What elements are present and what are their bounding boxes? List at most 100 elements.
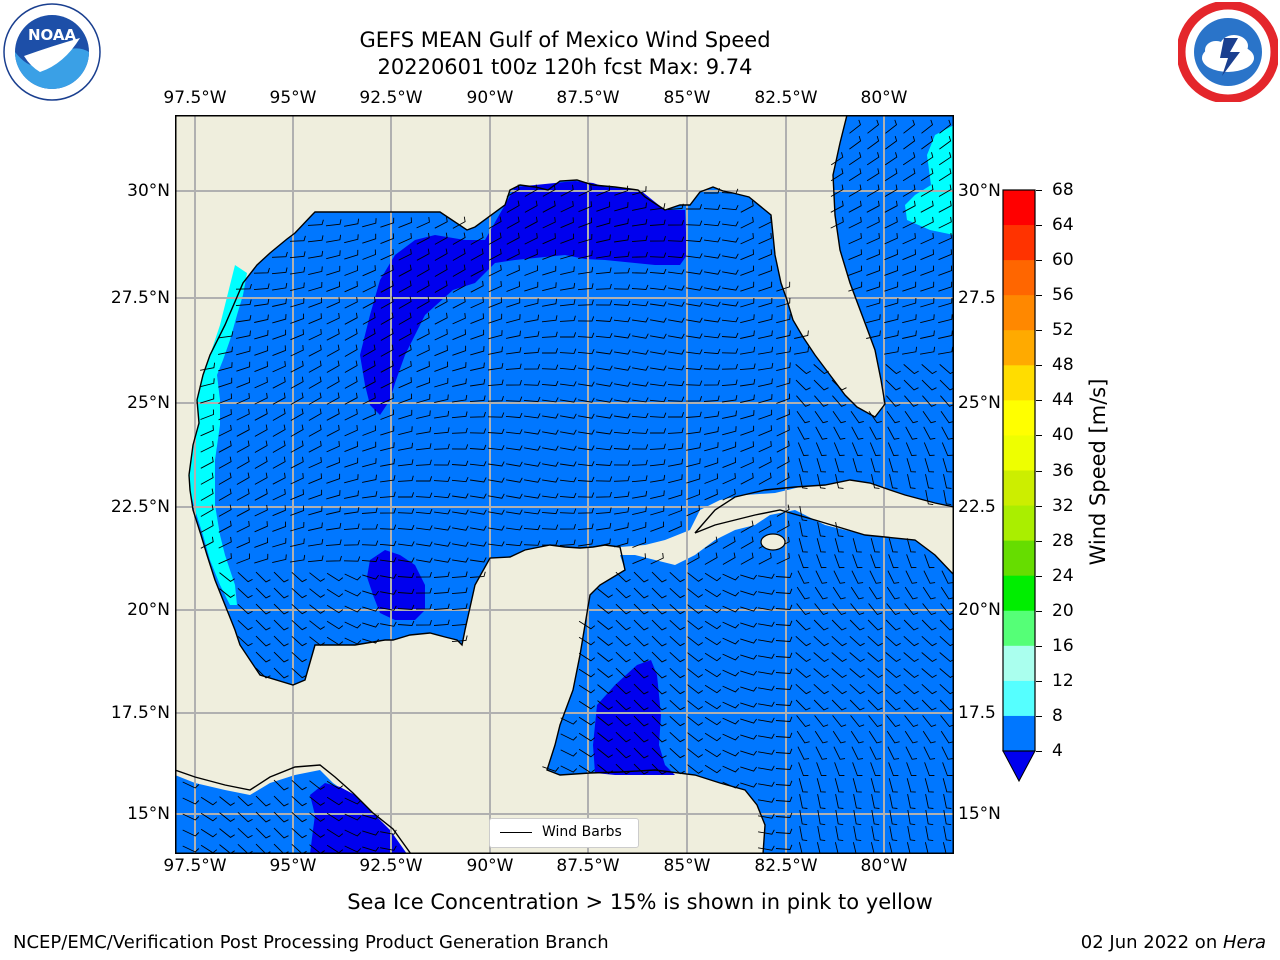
wind-barb xyxy=(542,461,559,467)
wind-barb xyxy=(834,554,845,569)
wind-barb xyxy=(631,475,648,483)
wind-barb xyxy=(740,536,754,549)
wind-barb xyxy=(906,762,917,777)
wind-barb xyxy=(542,445,559,451)
wind-barb xyxy=(938,249,952,261)
wind-barb xyxy=(633,699,649,711)
wind-barb xyxy=(938,216,952,229)
wind-barb xyxy=(524,429,541,435)
wind-barb xyxy=(687,748,703,758)
wind-barb xyxy=(832,395,847,407)
wind-barb xyxy=(903,635,919,647)
wind-barb xyxy=(290,489,304,501)
wind-barb xyxy=(704,411,720,419)
wind-barb xyxy=(614,413,631,419)
wind-barb xyxy=(451,411,468,419)
wind-barb xyxy=(775,620,793,626)
wind-barb xyxy=(938,184,952,197)
colorbar-tick xyxy=(1036,540,1042,542)
wind-barb xyxy=(686,427,702,435)
wind-barb xyxy=(884,346,900,355)
wind-barb xyxy=(595,283,612,290)
wind-barb xyxy=(722,589,740,597)
wind-barb xyxy=(758,441,772,453)
wind-barb xyxy=(380,425,395,436)
wind-barb xyxy=(236,472,250,485)
wind-barb xyxy=(272,537,287,548)
wind-barb xyxy=(922,395,937,407)
wind-barb xyxy=(344,296,358,309)
wind-barb xyxy=(434,248,448,261)
wind-barb xyxy=(722,685,740,693)
wind-barb xyxy=(888,778,898,793)
wind-barb xyxy=(796,395,811,407)
wind-barb xyxy=(798,778,808,793)
wind-barb xyxy=(434,410,450,419)
lat-tick-right: 20°N xyxy=(958,600,1001,620)
wind-barb xyxy=(633,635,649,647)
wind-barb xyxy=(362,344,376,357)
wind-barb xyxy=(889,810,898,826)
wind-barb xyxy=(867,119,880,134)
wind-barb xyxy=(905,426,918,440)
moderate-speed-region-east xyxy=(905,125,954,235)
wind-barb xyxy=(290,408,304,421)
wind-barb xyxy=(740,622,757,628)
wind-barb xyxy=(397,620,415,626)
wind-barb xyxy=(506,525,523,531)
wind-barb xyxy=(577,316,595,322)
wind-barb xyxy=(920,330,935,339)
wind-barb xyxy=(758,265,773,276)
wind-barb xyxy=(416,296,430,309)
wind-barb xyxy=(776,377,791,388)
wind-barb xyxy=(885,135,898,150)
wind-barb xyxy=(236,440,250,453)
wind-barb xyxy=(903,364,919,375)
wind-barb xyxy=(182,781,200,789)
wind-barb xyxy=(506,445,523,451)
wind-barb xyxy=(722,269,739,275)
wind-barb xyxy=(524,477,541,483)
wind-barb xyxy=(870,458,881,473)
colorbar-tick-label: 56 xyxy=(1052,285,1074,306)
wind-barb xyxy=(871,826,880,842)
wind-barb xyxy=(434,280,448,293)
wind-barb xyxy=(595,300,613,306)
wind-barb xyxy=(398,426,413,436)
wind-barb xyxy=(524,281,539,292)
wind-barb xyxy=(505,363,522,370)
wind-barb xyxy=(776,281,791,292)
wind-barb xyxy=(470,264,484,277)
lon-tick-top: 80°W xyxy=(860,88,908,108)
wind-barb xyxy=(943,810,952,826)
wind-barb xyxy=(272,408,286,421)
lat-tick-left: 30°N xyxy=(127,181,170,201)
wind-barb xyxy=(200,796,218,806)
wind-barb xyxy=(631,459,648,466)
colorbar-tick xyxy=(1036,505,1042,507)
wind-barb xyxy=(380,589,397,595)
wind-barb xyxy=(595,460,613,466)
wind-barb xyxy=(686,301,703,307)
wind-barb xyxy=(596,381,613,387)
wind-barb xyxy=(578,217,593,228)
wind-barb xyxy=(758,249,772,261)
wind-barb xyxy=(615,635,631,647)
wind-barb xyxy=(885,619,901,631)
wind-barb xyxy=(200,425,214,437)
wind-barb xyxy=(344,621,362,629)
wind-barb xyxy=(848,233,862,245)
wind-barb xyxy=(452,313,466,325)
wind-barb xyxy=(902,330,917,339)
wind-barb xyxy=(380,573,397,579)
wind-barb xyxy=(886,715,901,728)
wind-barb xyxy=(578,668,596,678)
wind-barb xyxy=(326,604,344,614)
wind-barb xyxy=(651,731,667,743)
wind-barb xyxy=(614,333,631,339)
wind-barb xyxy=(851,426,864,440)
wind-barb xyxy=(799,522,808,537)
wind-barb xyxy=(273,795,289,807)
wind-barb xyxy=(470,557,487,563)
wind-barb xyxy=(308,489,323,500)
